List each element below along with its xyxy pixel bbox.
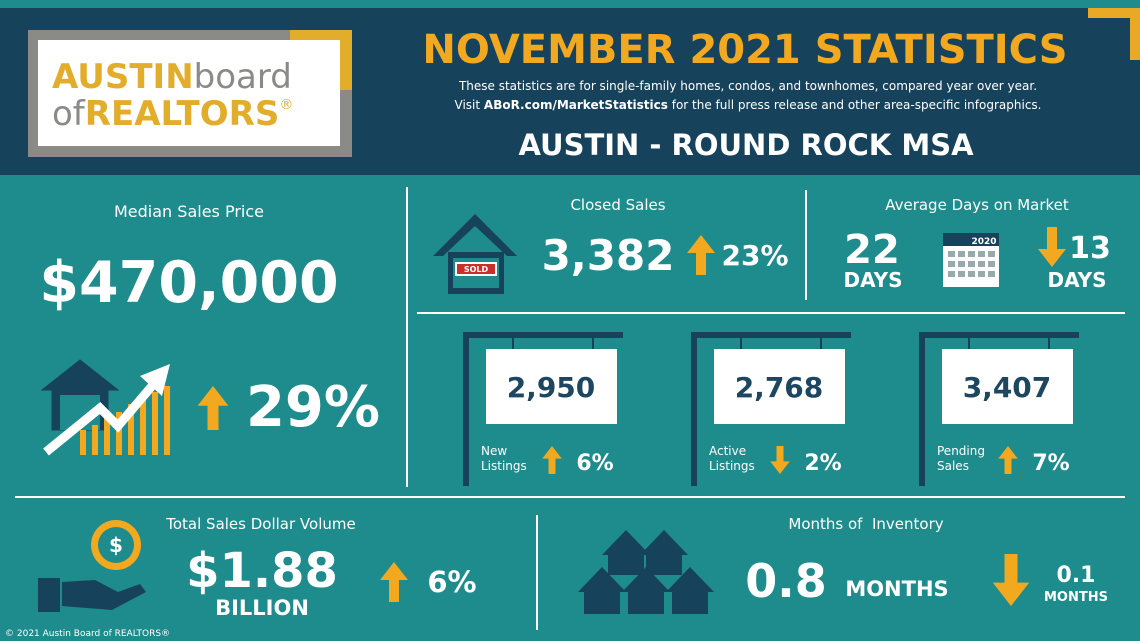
listing-value: 2,768 [735, 371, 824, 404]
logo-line2: ofREALTORS® [52, 94, 293, 134]
dom-change-unit: DAYS [1047, 268, 1106, 292]
subtitle-text: Visit [455, 98, 484, 112]
inventory-change-unit: MONTHS [1044, 590, 1108, 605]
logo-mark: ® [279, 97, 293, 113]
calendar-year: 2020 [971, 237, 996, 247]
listing-value: 2,950 [507, 371, 596, 404]
subtitle: Visit ABoR.com/MarketStatistics for the … [455, 98, 1042, 112]
logo-word: REALTORS [85, 94, 280, 134]
median-change: 29% [246, 375, 380, 440]
sign-board [486, 349, 617, 424]
inventory-unit: MONTHS [845, 577, 948, 601]
median-label: Median Sales Price [114, 202, 264, 221]
volume-value: $1.88 [186, 543, 338, 599]
listing-value: 3,407 [963, 371, 1052, 404]
volume-label: Total Sales Dollar Volume [165, 515, 355, 533]
subtitle-link[interactable]: ABoR.com/MarketStatistics [484, 98, 668, 112]
dividers [15, 187, 1125, 630]
inventory-change: 0.1 [1057, 563, 1096, 588]
inventory-value: 0.8 [745, 554, 827, 608]
corner-accent [1088, 8, 1140, 60]
logo-word: board [194, 57, 292, 97]
sold-sign: SOLD [464, 265, 489, 274]
volume-change: 6% [427, 565, 476, 599]
listing-label: Listings [709, 459, 755, 473]
logo-line1: AUSTINboard [52, 57, 292, 97]
listing-label: Pending [937, 444, 985, 458]
house-chart-icon [40, 359, 170, 456]
logo-box [38, 40, 340, 146]
listing-label: Active [709, 444, 746, 458]
logo-word: of [52, 94, 86, 134]
subtitle-text: for the full press release and other are… [668, 98, 1042, 112]
dom-unit: DAYS [843, 268, 902, 292]
logo-word: AUSTIN [52, 57, 194, 97]
money-hand-icon [38, 520, 146, 612]
region: AUSTIN - ROUND ROCK MSA [518, 128, 974, 162]
dom-value: 22 [844, 227, 900, 273]
subtitle: These statistics are for single-family h… [458, 79, 1037, 93]
volume-unit: BILLION [215, 596, 309, 620]
sign-board [942, 349, 1073, 424]
closed-label: Closed Sales [570, 196, 665, 214]
dom-label: Average Days on Market [885, 196, 1069, 214]
listing-change: 6% [576, 451, 613, 476]
calendar-icon [943, 233, 999, 287]
title: NOVEMBER 2021 STATISTICS [422, 27, 1067, 73]
sign-board [714, 349, 845, 424]
inventory-label: Months of Inventory [788, 515, 943, 533]
houses-icon [578, 530, 714, 614]
listing-label: New [481, 444, 507, 458]
dollar-sign: $ [109, 533, 123, 557]
sold-house-icon [433, 214, 517, 294]
closed-change: 23% [721, 239, 788, 272]
dom-change: 13 [1069, 231, 1111, 266]
listing-label: Listings [481, 459, 527, 473]
footer: © 2021 Austin Board of REALTORS® [5, 629, 170, 639]
listing-change: 2% [804, 451, 841, 476]
listing-label: Sales [937, 459, 969, 473]
closed-value: 3,382 [542, 231, 675, 280]
median-value: $470,000 [39, 250, 338, 316]
listing-change: 7% [1032, 451, 1069, 476]
